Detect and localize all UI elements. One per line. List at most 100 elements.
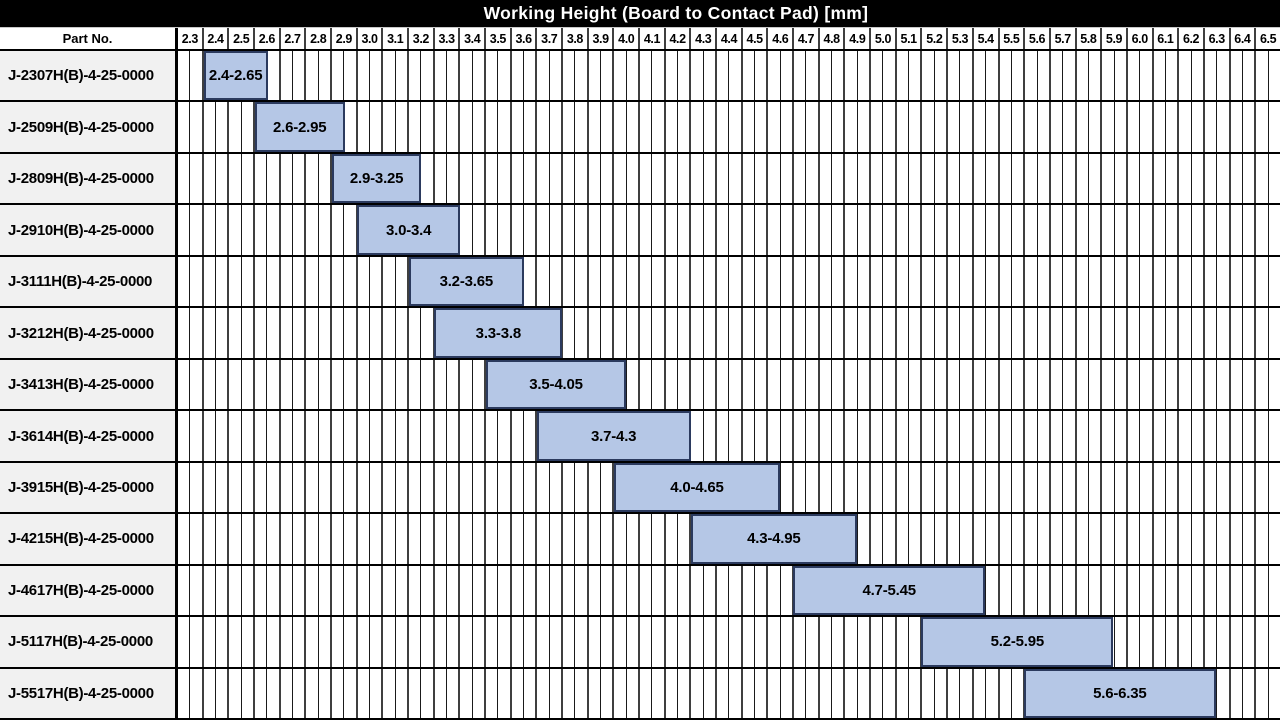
grid-column <box>1023 102 1049 153</box>
grid-column <box>1074 153 1101 204</box>
grid-column <box>997 514 1024 565</box>
grid-column <box>715 359 741 410</box>
grid-column <box>178 359 202 410</box>
grid-column <box>201 514 228 565</box>
grid-column <box>689 668 715 719</box>
grid-column <box>1074 565 1101 616</box>
working-height-range-bar: 2.9-3.25 <box>331 153 422 204</box>
grid-column <box>1151 51 1178 101</box>
grid-column <box>740 668 767 719</box>
grid-column <box>330 256 356 307</box>
axis-tick-5.7: 5.7 <box>1048 28 1075 49</box>
grid-column <box>201 205 228 256</box>
grid-column <box>304 256 330 307</box>
grid-column <box>817 668 844 719</box>
grid-column <box>586 462 613 513</box>
grid-column <box>227 256 253 307</box>
grid-column <box>432 514 459 565</box>
grid-column <box>946 411 972 462</box>
working-height-range-bar: 4.0-4.65 <box>613 462 781 513</box>
grid-column <box>638 617 664 668</box>
table-body: J-2307H(B)-4-25-0000 2.4-2.65 J-2509H(B)-4… <box>0 51 1280 720</box>
grid-column <box>766 102 792 153</box>
grid-column <box>1074 462 1101 513</box>
grid-column <box>484 205 510 256</box>
part-no-column-header: Part No. <box>0 28 178 49</box>
grid-column <box>663 256 690 307</box>
grid-column <box>1151 565 1178 616</box>
grid-column <box>561 256 587 307</box>
grid-column <box>355 359 382 410</box>
row-grid: 3.7-4.3 <box>178 411 1280 462</box>
grid-column <box>1202 256 1229 307</box>
grid-column <box>689 153 715 204</box>
grid-column <box>1125 153 1152 204</box>
grid-column <box>535 565 561 616</box>
table-row: J-3413H(B)-4-25-0000 3.5-4.05 <box>0 359 1280 412</box>
table-row: J-2307H(B)-4-25-0000 2.4-2.65 <box>0 51 1280 103</box>
grid-column <box>278 153 305 204</box>
part-number: J-2509H(B)-4-25-0000 <box>0 102 178 152</box>
grid-column <box>561 308 587 359</box>
grid-column <box>1254 617 1280 668</box>
grid-column <box>638 359 664 410</box>
grid-column <box>715 205 741 256</box>
grid-column <box>535 668 561 719</box>
grid-column <box>894 668 921 719</box>
grid-column <box>792 617 818 668</box>
grid-column <box>612 153 638 204</box>
grid-column <box>971 514 998 565</box>
grid-column <box>869 462 895 513</box>
grid-column <box>740 205 767 256</box>
grid-column <box>201 308 228 359</box>
grid-column <box>1048 462 1075 513</box>
grid-column <box>1048 359 1075 410</box>
grid-column <box>1177 205 1203 256</box>
grid-column <box>381 462 407 513</box>
working-height-range-bar: 4.7-5.45 <box>793 565 986 616</box>
grid-column <box>227 411 253 462</box>
grid-column <box>458 668 484 719</box>
grid-column <box>946 308 972 359</box>
grid-column <box>663 668 690 719</box>
grid-column <box>689 411 715 462</box>
working-height-range-bar: 2.4-2.65 <box>203 51 268 101</box>
grid-column <box>586 205 613 256</box>
grid-column <box>1254 359 1280 410</box>
grid-column <box>304 617 330 668</box>
grid-column <box>638 205 664 256</box>
grid-column <box>869 153 895 204</box>
grid-column <box>792 308 818 359</box>
grid-column <box>817 51 844 101</box>
grid-column <box>381 51 407 101</box>
grid-column <box>689 51 715 101</box>
grid-column <box>817 153 844 204</box>
axis-tick-4.7: 4.7 <box>792 28 818 49</box>
grid-column <box>278 256 305 307</box>
grid-column <box>509 462 536 513</box>
grid-column <box>484 102 510 153</box>
grid-column <box>201 617 228 668</box>
grid-column <box>1048 153 1075 204</box>
grid-column <box>766 411 792 462</box>
grid-column <box>355 411 382 462</box>
grid-column <box>920 462 946 513</box>
grid-column <box>997 565 1024 616</box>
grid-column <box>509 411 536 462</box>
grid-column <box>253 617 279 668</box>
grid-column <box>201 462 228 513</box>
grid-column <box>663 514 690 565</box>
grid-column <box>1023 514 1049 565</box>
chart-title: Working Height (Board to Contact Pad) [m… <box>483 3 869 23</box>
grid-column <box>201 256 228 307</box>
grid-column <box>484 51 510 101</box>
working-height-range-bar: 3.7-4.3 <box>536 411 691 461</box>
grid-column <box>817 256 844 307</box>
grid-column <box>894 153 921 204</box>
table-row: J-5117H(B)-4-25-0000 5.2-5.95 <box>0 617 1280 669</box>
grid-column <box>458 153 484 204</box>
grid-column <box>663 102 690 153</box>
working-height-range-bar: 3.2-3.65 <box>408 256 524 307</box>
grid-column <box>1151 617 1178 668</box>
grid-column <box>792 411 818 462</box>
